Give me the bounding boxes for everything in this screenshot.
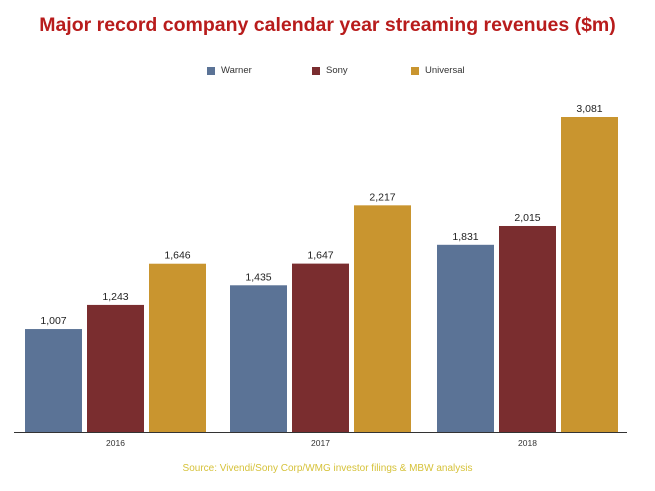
bar-warner-2018 bbox=[437, 244, 494, 432]
data-label: 2,217 bbox=[369, 191, 395, 203]
bar-warner-2016 bbox=[25, 329, 82, 432]
legend-item-warner: Warner bbox=[207, 65, 252, 76]
legend-item-universal: Universal bbox=[411, 65, 465, 76]
x-tick-label: 2016 bbox=[106, 438, 125, 448]
bar-sony-2018 bbox=[499, 225, 556, 432]
legend-label: Warner bbox=[221, 65, 252, 76]
bar-sony-2017 bbox=[292, 263, 349, 432]
bar-warner-2017 bbox=[230, 285, 287, 432]
legend-item-sony: Sony bbox=[312, 65, 348, 76]
x-tick-label: 2018 bbox=[518, 438, 537, 448]
data-label: 1,435 bbox=[245, 271, 271, 283]
legend-label: Universal bbox=[425, 65, 465, 76]
data-label: 1,243 bbox=[102, 291, 128, 303]
data-label: 1,646 bbox=[164, 250, 190, 262]
legend-swatch bbox=[207, 66, 215, 75]
legend-swatch bbox=[312, 66, 320, 75]
bar-universal-2016 bbox=[149, 263, 206, 432]
legend-label: Sony bbox=[326, 65, 348, 76]
legend-swatch bbox=[411, 66, 419, 75]
data-label: 1,647 bbox=[307, 250, 333, 262]
data-label: 3,081 bbox=[576, 103, 602, 115]
chart-title: Major record company calendar year strea… bbox=[39, 14, 616, 36]
bar-universal-2017 bbox=[354, 205, 411, 432]
x-tick-label: 2017 bbox=[311, 438, 330, 448]
bar-sony-2016 bbox=[87, 304, 144, 432]
source-note: Source: Vivendi/Sony Corp/WMG investor f… bbox=[182, 463, 473, 474]
data-label: 1,007 bbox=[40, 315, 66, 327]
data-label: 1,831 bbox=[452, 231, 478, 243]
data-label: 2,015 bbox=[514, 212, 540, 224]
bar-universal-2018 bbox=[561, 117, 618, 432]
